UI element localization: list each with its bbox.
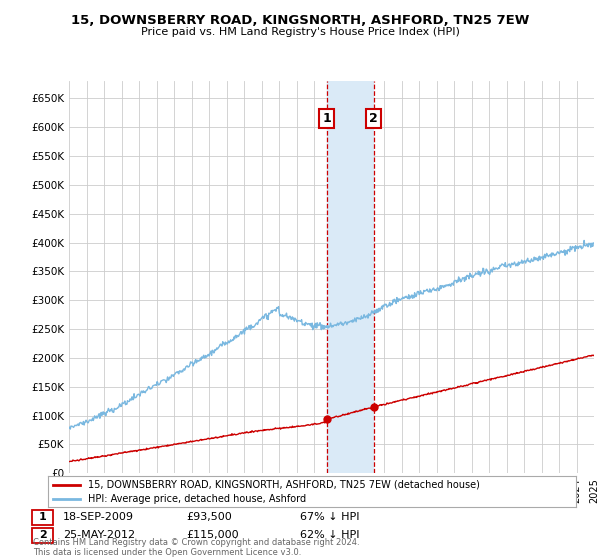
Text: 25-MAY-2012: 25-MAY-2012 xyxy=(63,530,135,540)
Text: Price paid vs. HM Land Registry's House Price Index (HPI): Price paid vs. HM Land Registry's House … xyxy=(140,27,460,37)
Text: 15, DOWNSBERRY ROAD, KINGSNORTH, ASHFORD, TN25 7EW: 15, DOWNSBERRY ROAD, KINGSNORTH, ASHFORD… xyxy=(71,14,529,27)
Text: £93,500: £93,500 xyxy=(186,512,232,522)
Text: 1: 1 xyxy=(39,512,47,522)
Text: Contains HM Land Registry data © Crown copyright and database right 2024.
This d: Contains HM Land Registry data © Crown c… xyxy=(33,538,359,557)
Text: 1: 1 xyxy=(322,112,331,125)
Text: HPI: Average price, detached house, Ashford: HPI: Average price, detached house, Ashf… xyxy=(88,494,306,504)
Text: 2: 2 xyxy=(39,530,47,540)
Text: 62% ↓ HPI: 62% ↓ HPI xyxy=(300,530,359,540)
Bar xyxy=(326,81,373,473)
Text: 15, DOWNSBERRY ROAD, KINGSNORTH, ASHFORD, TN25 7EW (detached house): 15, DOWNSBERRY ROAD, KINGSNORTH, ASHFORD… xyxy=(88,479,479,489)
Text: 67% ↓ HPI: 67% ↓ HPI xyxy=(300,512,359,522)
Text: 2: 2 xyxy=(369,112,378,125)
Text: 18-SEP-2009: 18-SEP-2009 xyxy=(63,512,134,522)
Text: £115,000: £115,000 xyxy=(186,530,239,540)
